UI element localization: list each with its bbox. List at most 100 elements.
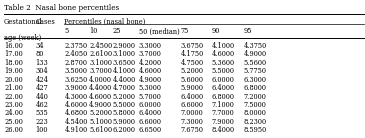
Text: 34: 34	[35, 42, 44, 50]
Text: 5.9000: 5.9000	[113, 118, 136, 126]
Text: 5.2000: 5.2000	[89, 109, 112, 117]
Text: 4.9100: 4.9100	[64, 126, 88, 134]
Text: 100: 100	[35, 126, 48, 134]
Text: 6.3000: 6.3000	[243, 76, 266, 84]
Text: 5.7000: 5.7000	[139, 93, 162, 101]
Text: 424: 424	[35, 76, 49, 84]
Text: 4.6000: 4.6000	[139, 67, 162, 75]
Text: Gestational: Gestational	[4, 18, 43, 26]
Text: 4.4000: 4.4000	[89, 84, 112, 92]
Text: 7.2000: 7.2000	[243, 93, 266, 101]
Text: 6.4000: 6.4000	[181, 93, 204, 101]
Text: 3.1000: 3.1000	[113, 50, 136, 58]
Text: 6.6500: 6.6500	[139, 126, 162, 134]
Text: 4.5400: 4.5400	[64, 118, 88, 126]
Text: 6.4000: 6.4000	[212, 84, 235, 92]
Text: 3.9000: 3.9000	[64, 84, 87, 92]
Text: 6.8000: 6.8000	[212, 93, 235, 101]
Text: 3.7000: 3.7000	[139, 50, 162, 58]
Text: 6.4000: 6.4000	[139, 109, 162, 117]
Text: 5.2000: 5.2000	[113, 93, 136, 101]
Text: 2.9000: 2.9000	[113, 42, 136, 50]
Text: 3.6500: 3.6500	[113, 59, 136, 67]
Text: 304: 304	[35, 67, 48, 75]
Text: 8.5950: 8.5950	[243, 126, 266, 134]
Text: 3.1000: 3.1000	[89, 59, 112, 67]
Text: 7.0000: 7.0000	[181, 109, 203, 117]
Text: 6.6000: 6.6000	[181, 101, 204, 109]
Text: 4.9000: 4.9000	[243, 50, 266, 58]
Text: 18.00: 18.00	[4, 59, 23, 67]
Text: 17.00: 17.00	[4, 50, 23, 58]
Text: 6.0000: 6.0000	[139, 101, 162, 109]
Text: 2.4050: 2.4050	[64, 50, 88, 58]
Text: 5.2000: 5.2000	[181, 67, 204, 75]
Text: 5.7750: 5.7750	[243, 67, 266, 75]
Text: 24.00: 24.00	[4, 109, 23, 117]
Text: 4.1000: 4.1000	[113, 67, 136, 75]
Text: 4.1750: 4.1750	[181, 50, 204, 58]
Text: 3.3000: 3.3000	[139, 42, 162, 50]
Text: 133: 133	[35, 59, 48, 67]
Text: Percentiles (nasal bone): Percentiles (nasal bone)	[64, 18, 146, 26]
Text: 2.3750: 2.3750	[64, 42, 88, 50]
Text: 4.3000: 4.3000	[64, 93, 88, 101]
Text: 5: 5	[64, 27, 69, 35]
Text: 6.0000: 6.0000	[212, 76, 234, 84]
Text: 75: 75	[181, 27, 189, 35]
Text: 21.00: 21.00	[4, 84, 23, 92]
Text: 5.5000: 5.5000	[212, 67, 235, 75]
Text: 7.5000: 7.5000	[243, 101, 266, 109]
Text: Table 2  Nasal bone percentiles: Table 2 Nasal bone percentiles	[4, 4, 119, 12]
Text: 26.00: 26.00	[4, 126, 23, 134]
Text: 6.2000: 6.2000	[113, 126, 136, 134]
Text: age (week): age (week)	[4, 34, 41, 42]
Text: 4.0000: 4.0000	[89, 76, 112, 84]
Text: 5.9000: 5.9000	[181, 84, 204, 92]
Text: 4.6000: 4.6000	[64, 101, 88, 109]
Text: 23.00: 23.00	[4, 101, 23, 109]
Text: 7.3000: 7.3000	[181, 118, 203, 126]
Text: 3.6250: 3.6250	[64, 76, 88, 84]
Text: 5.3000: 5.3000	[139, 84, 162, 92]
Text: 6.8000: 6.8000	[243, 84, 266, 92]
Text: 25: 25	[113, 27, 121, 35]
Text: 4.9000: 4.9000	[139, 76, 162, 84]
Text: 7.1000: 7.1000	[212, 101, 234, 109]
Text: 8.0000: 8.0000	[243, 109, 266, 117]
Text: 7.6750: 7.6750	[181, 126, 204, 134]
Text: 22.00: 22.00	[4, 93, 23, 101]
Text: 80: 80	[35, 50, 44, 58]
Text: 427: 427	[35, 84, 48, 92]
Text: 5.8000: 5.8000	[113, 109, 136, 117]
Text: 4.3750: 4.3750	[243, 42, 266, 50]
Text: 4.1000: 4.1000	[212, 42, 235, 50]
Text: 20.00: 20.00	[4, 76, 23, 84]
Text: 5.3600: 5.3600	[212, 59, 235, 67]
Text: 5.5000: 5.5000	[113, 101, 136, 109]
Text: 5.6100: 5.6100	[89, 126, 112, 134]
Text: 16.00: 16.00	[4, 42, 23, 50]
Text: 25.00: 25.00	[4, 118, 23, 126]
Text: 6.6000: 6.6000	[139, 118, 162, 126]
Text: 4.4000: 4.4000	[113, 76, 136, 84]
Text: 462: 462	[35, 101, 48, 109]
Text: 223: 223	[35, 118, 48, 126]
Text: 4.6800: 4.6800	[64, 109, 88, 117]
Text: 2.8700: 2.8700	[64, 59, 87, 67]
Text: 2.6100: 2.6100	[89, 50, 112, 58]
Text: 3.5000: 3.5000	[64, 67, 87, 75]
Text: 440: 440	[35, 93, 48, 101]
Text: 8.2300: 8.2300	[243, 118, 266, 126]
Text: 535: 535	[35, 109, 48, 117]
Text: 4.6000: 4.6000	[89, 93, 112, 101]
Text: 5.6000: 5.6000	[181, 76, 204, 84]
Text: 4.2000: 4.2000	[139, 59, 162, 67]
Text: 3.7000: 3.7000	[89, 67, 112, 75]
Text: 90: 90	[212, 27, 220, 35]
Text: 19.00: 19.00	[4, 67, 23, 75]
Text: 2.4500: 2.4500	[89, 42, 112, 50]
Text: 7.9000: 7.9000	[212, 118, 234, 126]
Text: Cases: Cases	[35, 18, 55, 26]
Text: 3.6750: 3.6750	[181, 42, 204, 50]
